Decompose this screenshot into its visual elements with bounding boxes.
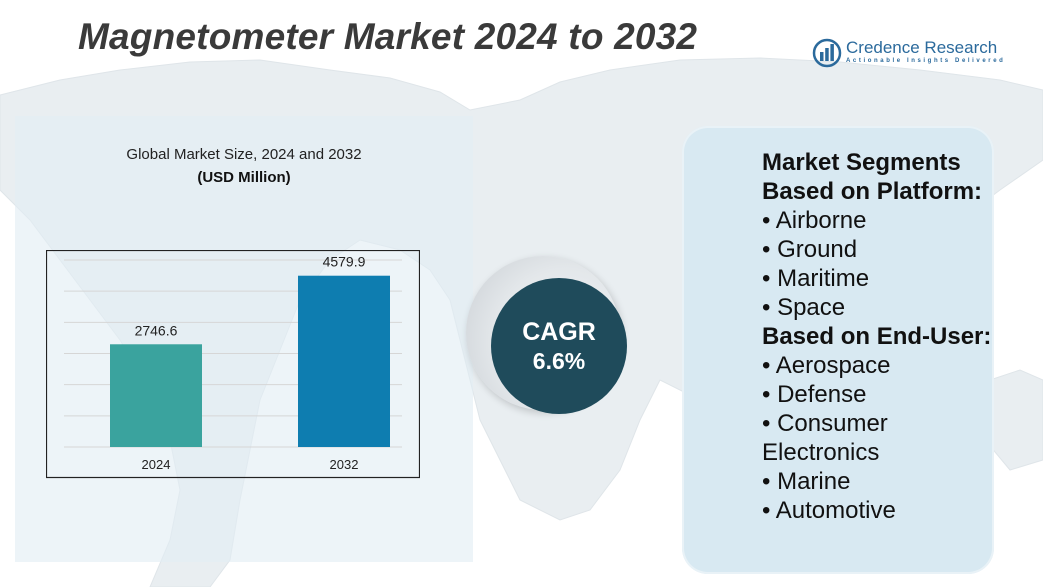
platform-item: • Maritime	[762, 265, 870, 292]
cagr-label: CAGR	[522, 318, 596, 346]
x-tick-label-2024: 2024	[142, 457, 171, 472]
enduser-item: • Marine	[762, 468, 851, 495]
segments-panel	[682, 126, 994, 574]
cagr-value: 6.6%	[532, 348, 586, 374]
enduser-item: • Consumer Electronics	[762, 410, 888, 466]
segments-list: Market Segments Based on Platform: • Air…	[762, 148, 994, 525]
bars	[110, 275, 390, 447]
bar-chart-logo-icon	[812, 38, 842, 68]
chart-title: Global Market Size, 2024 and 2032	[126, 146, 362, 163]
platform-heading: Market Segments Based on Platform:	[762, 149, 983, 205]
platform-item: • Space	[762, 294, 846, 321]
enduser-item: • Aerospace	[762, 352, 891, 379]
company-logo: Credence Research Actionable Insights De…	[812, 38, 1003, 70]
enduser-heading: Based on End-User:	[762, 323, 992, 350]
chart-subtitle: (USD Million)	[197, 169, 291, 186]
chart-border	[46, 250, 420, 479]
x-tick-label-2032: 2032	[330, 457, 359, 472]
data-label-2024: 2746.6	[135, 322, 178, 338]
bar-chart: 2746.6 2024 4579.9 2032	[46, 250, 420, 479]
logo-name: Credence Research	[846, 38, 998, 57]
chart-panel	[15, 116, 473, 562]
platform-item: • Airborne	[762, 207, 867, 234]
enduser-item: • Automotive	[762, 497, 896, 524]
enduser-item: • Defense	[762, 381, 867, 408]
page-title: Magnetometer Market 2024 to 2032	[78, 16, 698, 57]
cagr-badge: CAGR 6.6%	[491, 278, 627, 414]
platform-item: • Ground	[762, 236, 858, 263]
logo-tagline: Actionable Insights Delivered	[846, 58, 1006, 64]
bar-labels: 2746.6 2024 4579.9 2032	[135, 254, 366, 472]
bar-2024	[110, 344, 202, 447]
bar-2032	[298, 275, 390, 447]
data-label-2032: 4579.9	[323, 254, 366, 270]
